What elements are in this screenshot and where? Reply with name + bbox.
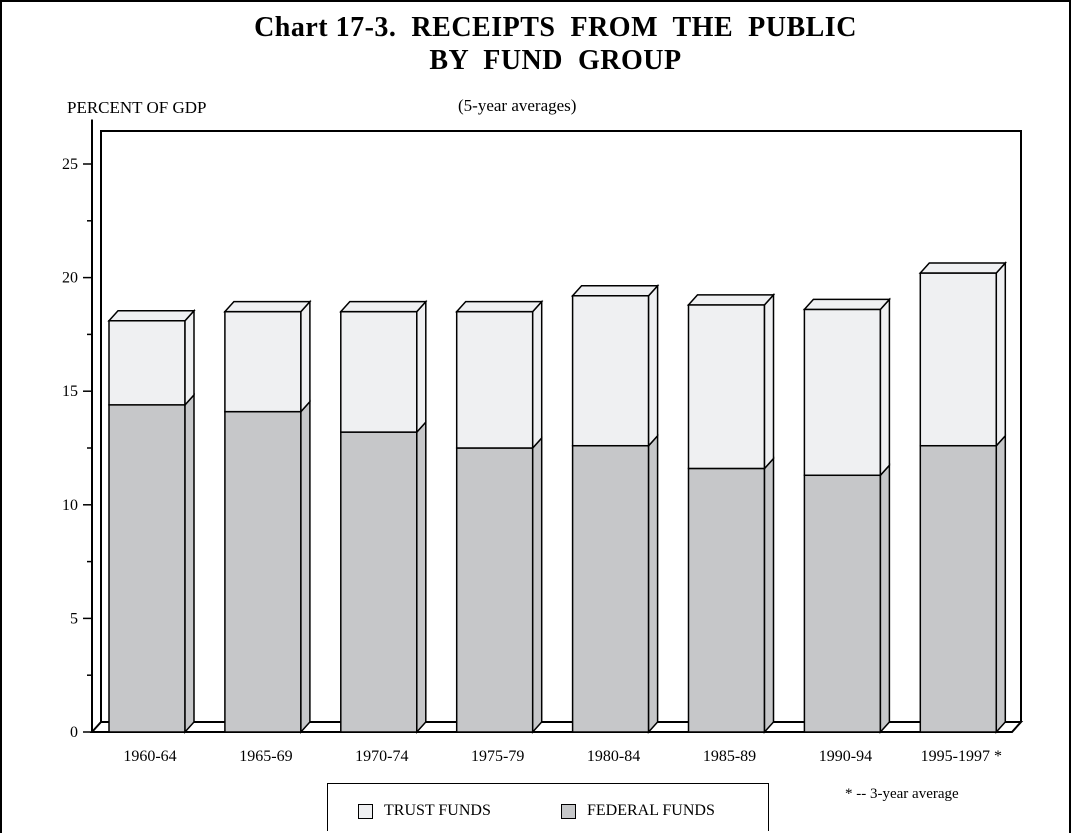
- bar-federal-funds-side: [647, 433, 659, 734]
- bar-federal-funds-side: [300, 399, 311, 734]
- legend-swatch-federal-funds: [561, 804, 576, 819]
- bar-trust-funds-side: [416, 299, 427, 435]
- x-tick-label: 1975-79: [471, 748, 524, 765]
- bar-trust-funds-front: [919, 272, 998, 447]
- bar-federal-funds-side: [531, 436, 543, 734]
- x-tick-label: 1985-89: [703, 748, 756, 765]
- y-axis-label: PERCENT OF GDP: [67, 98, 207, 117]
- x-tick-label: 1970-74: [355, 748, 408, 765]
- x-tick-label: 1960-64: [123, 748, 176, 765]
- legend-label-trust-funds: TRUST FUNDS: [384, 802, 491, 819]
- bar-trust-funds-front: [687, 304, 766, 470]
- bar-federal-funds-side: [995, 433, 1007, 734]
- x-tick-label: 1990-94: [819, 748, 872, 765]
- bar-top: [339, 300, 428, 313]
- bar-federal-funds-front: [803, 474, 882, 733]
- bar-federal-funds-front: [224, 410, 302, 733]
- plot-back-wall: [100, 130, 1022, 722]
- bar-trust-funds-front: [224, 310, 302, 413]
- x-tick-label: 1980-84: [587, 748, 640, 765]
- x-tick-label: 1995-1997 *: [921, 748, 1002, 765]
- bar-top: [107, 310, 196, 322]
- chart-title-line2: BY FUND GROUP: [429, 45, 682, 76]
- bar-top: [802, 298, 892, 311]
- bar-trust-funds-side: [300, 299, 311, 414]
- bar-top: [455, 300, 544, 313]
- y-tick-label: 0: [70, 724, 78, 741]
- bar-trust-funds-side: [763, 292, 775, 471]
- y-tick-label: 10: [62, 497, 78, 514]
- bar-federal-funds-side: [763, 456, 775, 734]
- bar-trust-funds-side: [531, 299, 543, 450]
- legend-swatch-trust-funds: [358, 804, 373, 819]
- bar-federal-funds-side: [416, 420, 427, 734]
- bar-trust-funds-front: [803, 308, 882, 477]
- bar-trust-funds-front: [455, 310, 534, 449]
- x-tick-label: 1965-69: [239, 748, 292, 765]
- bar-federal-funds-front: [919, 444, 998, 733]
- bar-trust-funds-side: [995, 261, 1007, 448]
- bar-top: [918, 262, 1007, 274]
- bar-federal-funds-front: [571, 444, 650, 733]
- chart-subtitle: (5-year averages): [458, 96, 577, 115]
- footnote: * -- 3-year average: [845, 786, 959, 802]
- bar-top: [686, 294, 776, 306]
- bar-trust-funds-front: [108, 320, 186, 406]
- bar-trust-funds-side: [184, 308, 195, 407]
- bar-federal-funds-side: [184, 392, 195, 734]
- bar-federal-funds-front: [108, 404, 186, 733]
- chart-title-line1: Chart 17-3. RECEIPTS FROM THE PUBLIC: [254, 12, 857, 43]
- y-tick-label: 5: [70, 610, 78, 627]
- bar-trust-funds-front: [340, 310, 418, 433]
- bar-trust-funds-side: [879, 297, 891, 478]
- bar-federal-funds-front: [687, 467, 766, 733]
- bar-federal-funds-side: [879, 463, 891, 734]
- bar-top: [223, 300, 312, 313]
- legend-label-federal-funds: FEDERAL FUNDS: [587, 802, 715, 819]
- legend: TRUST FUNDS FEDERAL FUNDS: [327, 783, 769, 831]
- y-tick-label: 25: [62, 156, 78, 173]
- bar-top: [570, 285, 660, 297]
- bar-trust-funds-front: [571, 295, 650, 447]
- bar-federal-funds-front: [340, 431, 418, 733]
- y-tick-label: 20: [62, 270, 78, 287]
- bar-trust-funds-side: [647, 283, 659, 448]
- y-tick-label: 15: [62, 383, 78, 400]
- bar-federal-funds-front: [455, 447, 534, 733]
